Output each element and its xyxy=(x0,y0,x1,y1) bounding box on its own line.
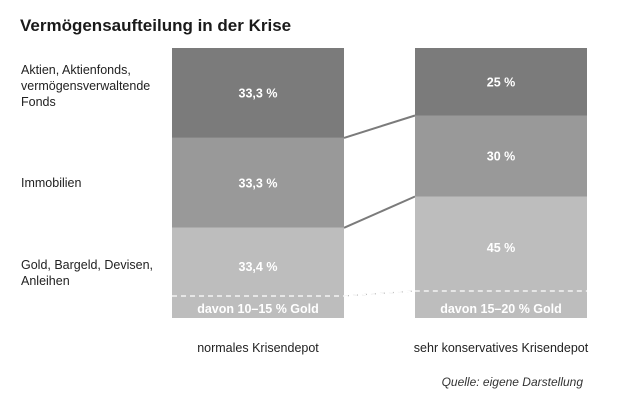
value-label-3-1: 33,4 % xyxy=(239,260,278,274)
bar-segment-1-1 xyxy=(172,48,344,138)
value-label-1-1: 33,3 % xyxy=(239,86,278,100)
bar-segment-3-1 xyxy=(172,227,344,318)
gold-divider-dashed xyxy=(172,290,587,297)
connector-line-1 xyxy=(343,114,416,139)
series-label-1-line-2: vermögensverwaltende xyxy=(21,79,150,93)
x-label-1: normales Krisendepot xyxy=(197,341,319,355)
series-label-1-line-3: Fonds xyxy=(21,95,56,109)
bar-segment-2-1 xyxy=(172,137,344,228)
chart-title: Vermögensaufteilung in der Krise xyxy=(20,16,291,35)
x-label-2: sehr konservatives Krisendepot xyxy=(414,341,589,355)
x-axis-labels: normales Krisendepot sehr konservatives K… xyxy=(197,341,589,355)
bars: 33,3 % 33,3 % 33,4 % 25 % 30 % 45 % davon 10–1… xyxy=(172,48,587,318)
series-label-3-line-1: Gold, Bargeld, Devisen, xyxy=(21,258,153,272)
bar-segment-3-2 xyxy=(415,196,587,318)
series-label-1-line-1: Aktien, Aktienfonds, xyxy=(21,63,131,77)
value-label-3-2: 45 % xyxy=(487,241,516,255)
value-label-2-1: 33,3 % xyxy=(239,176,278,190)
category-legend: Aktien, Aktienfonds, vermögensverwaltende… xyxy=(21,63,153,288)
gold-subset-label-2: davon 15–20 % Gold xyxy=(440,302,562,316)
series-label-2-line-1: Immobilien xyxy=(21,176,81,190)
gold-subset-label-1: davon 10–15 % Gold xyxy=(197,302,319,316)
source-note: Quelle: eigene Darstellung xyxy=(442,375,584,389)
connector-lines xyxy=(343,114,416,297)
connector-line-2 xyxy=(343,195,416,229)
bar-segment-2-2 xyxy=(415,115,587,197)
value-label-2-2: 30 % xyxy=(487,150,516,164)
value-label-1-2: 25 % xyxy=(487,75,516,89)
series-label-3-line-2: Anleihen xyxy=(21,274,70,288)
bar-segment-1-2 xyxy=(415,48,587,116)
